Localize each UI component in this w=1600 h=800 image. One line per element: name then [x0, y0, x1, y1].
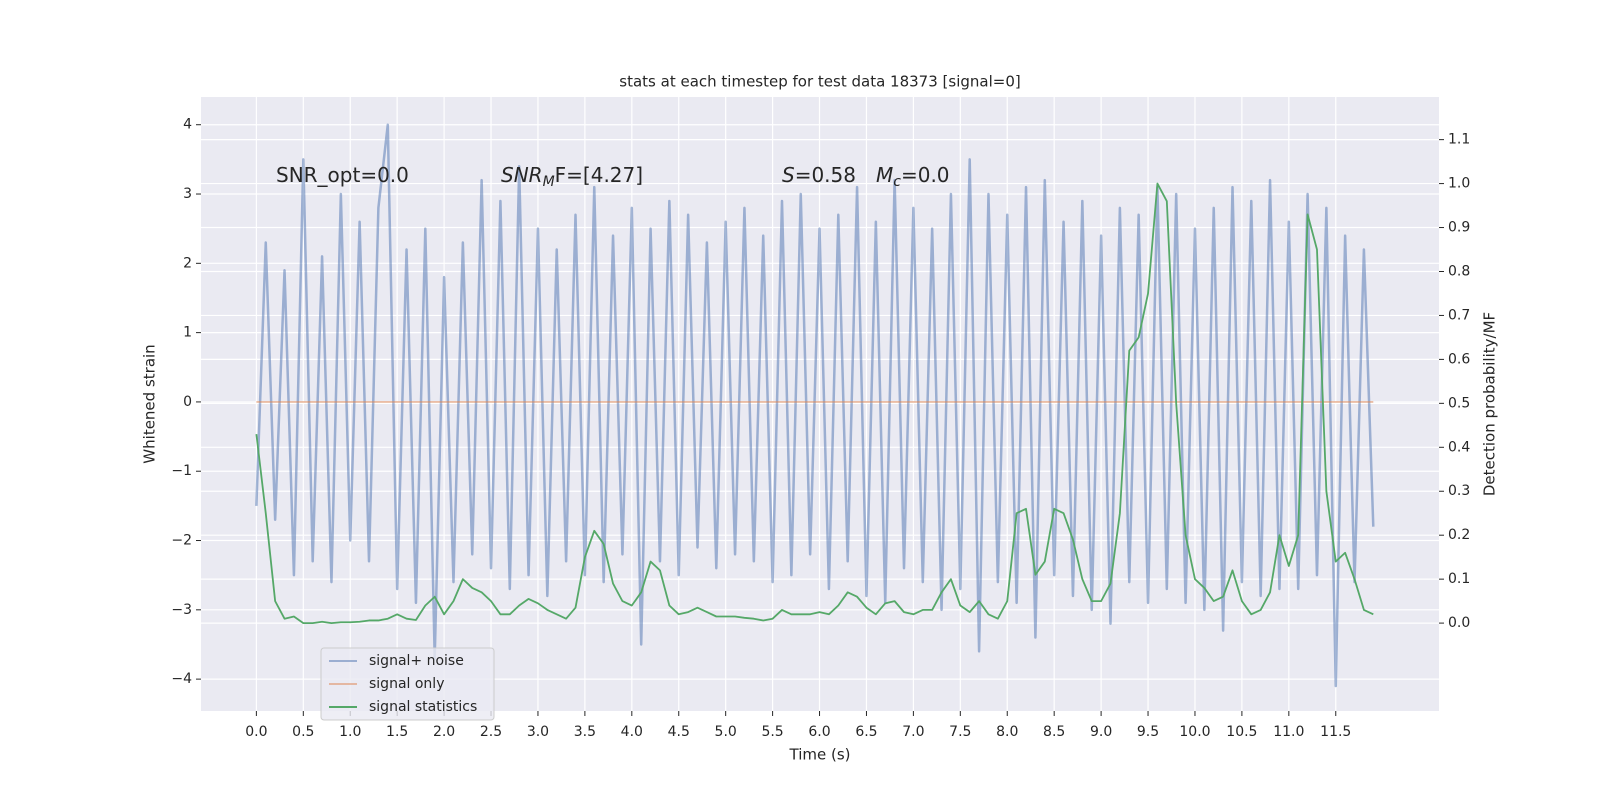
- legend-label: signal+ noise: [369, 653, 464, 669]
- legend-box: [320, 647, 495, 721]
- y2-tick-label: 0.2: [1448, 527, 1470, 543]
- y2-tick-label: 0.5: [1448, 395, 1470, 411]
- y-tick-label: −3: [171, 602, 192, 618]
- y-tick-label: 1: [183, 325, 192, 341]
- y-tick-label: −2: [171, 533, 192, 549]
- x-tick-label: 10.5: [1226, 724, 1257, 740]
- annotation: SNR_opt=0.0: [276, 163, 409, 187]
- y2-tick-label: 0.1: [1448, 571, 1470, 587]
- x-tick-label: 6.0: [808, 724, 830, 740]
- y2-tick-label: 0.4: [1448, 439, 1470, 455]
- annotation: Mc=0.0: [876, 163, 950, 191]
- annotation: S=0.58: [782, 163, 856, 187]
- x-tick-label: 3.5: [574, 724, 596, 740]
- annotation-part: M: [543, 174, 555, 190]
- y2-tick-label: 0.8: [1448, 263, 1470, 279]
- x-tick-label: 7.5: [949, 724, 971, 740]
- y-tick-label: −4: [171, 671, 192, 687]
- x-tick-label: 4.0: [621, 724, 643, 740]
- annotation: SNRMF=[4.27]: [501, 163, 643, 191]
- x-tick-label: 8.0: [996, 724, 1018, 740]
- y-tick-label: 3: [183, 186, 192, 202]
- y2-tick-label: 0.9: [1448, 220, 1470, 236]
- x-tick-label: 7.0: [902, 724, 924, 740]
- x-tick-label: 1.0: [339, 724, 361, 740]
- annotation-part: M: [876, 163, 893, 187]
- y-tick-label: −1: [171, 463, 192, 479]
- y-axis-label: Whitened strain: [141, 344, 159, 463]
- y-tick-label: 0: [183, 394, 192, 410]
- x-tick-label: 5.5: [761, 724, 783, 740]
- legend-label: signal statistics: [369, 699, 477, 715]
- annotation-part: =0.0: [901, 163, 950, 187]
- x-tick-label: 11.5: [1320, 724, 1351, 740]
- x-tick-label: 9.5: [1137, 724, 1159, 740]
- x-tick-label: 10.0: [1179, 724, 1210, 740]
- y-tick-label: 4: [183, 117, 192, 133]
- x-tick-label: 2.5: [480, 724, 502, 740]
- y2-tick-label: 0.7: [1448, 307, 1470, 323]
- y2-tick-label: 1.0: [1448, 176, 1470, 192]
- annotation-part: SNR: [501, 163, 543, 187]
- annotation-part: SNR_opt=0.0: [276, 163, 409, 187]
- series-line: [255, 182, 1374, 624]
- annotation-part: S: [782, 163, 795, 187]
- annotation-part: c: [893, 174, 901, 190]
- y2-tick-label: 0.6: [1448, 351, 1470, 367]
- y2-tick-label: 0.3: [1448, 483, 1470, 499]
- y-tick-label: 2: [183, 255, 192, 271]
- x-tick-label: 6.5: [855, 724, 877, 740]
- annotation-part: F=[4.27]: [555, 163, 643, 187]
- x-tick-label: 0.0: [245, 724, 267, 740]
- annotation-part: =0.58: [795, 163, 856, 187]
- x-tick-label: 8.5: [1043, 724, 1065, 740]
- x-tick-label: 9.0: [1090, 724, 1112, 740]
- y2-tick-label: 1.1: [1448, 132, 1470, 148]
- x-tick-label: 11.0: [1273, 724, 1304, 740]
- y2-axis-label: Detection probability/MF: [1481, 312, 1499, 496]
- x-tick-label: 4.5: [668, 724, 690, 740]
- legend-label: signal only: [369, 676, 444, 692]
- x-tick-label: 1.5: [386, 724, 408, 740]
- x-tick-label: 3.0: [527, 724, 549, 740]
- x-axis-label: Time (s): [789, 746, 851, 764]
- x-tick-label: 0.5: [292, 724, 314, 740]
- x-tick-label: 5.0: [715, 724, 737, 740]
- x-tick-label: 2.0: [433, 724, 455, 740]
- chart-title: stats at each timestep for test data 183…: [619, 73, 1020, 91]
- y2-tick-label: 0.0: [1448, 615, 1470, 631]
